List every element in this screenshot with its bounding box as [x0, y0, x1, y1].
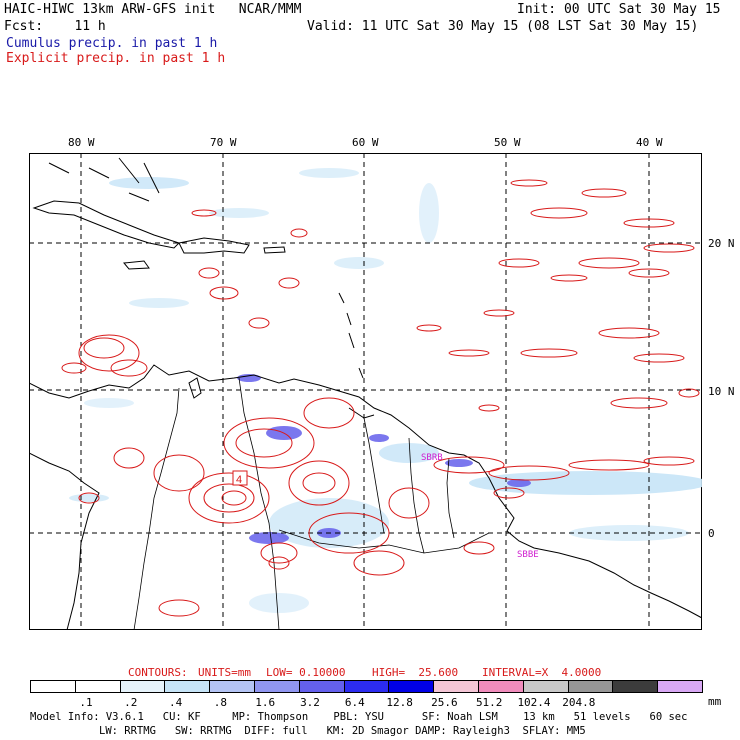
lat-label-10n: 10 N [708, 385, 735, 398]
valid-time: Valid: 11 UTC Sat 30 May 15 (08 LST Sat … [307, 19, 699, 34]
station-box [232, 470, 248, 486]
model-info-line2: LW: RRTMG SW: RRTMG DIFF: full KM: 2D Sm… [99, 725, 586, 737]
colorbar-tick-label: .2 [124, 696, 138, 709]
contour-label: CONTOURS: [128, 666, 188, 679]
colorbar-swatch [433, 680, 479, 693]
colorbar-swatch [254, 680, 300, 693]
init-time: Init: 00 UTC Sat 30 May 15 [517, 2, 721, 17]
colorbar-swatch [343, 680, 390, 693]
colorbar-tick-label: 1.6 [255, 696, 276, 709]
precip-map: 4 SBRB SBBE [29, 153, 702, 630]
colorbar-swatch [567, 680, 614, 693]
lat-label-20n: 20 N [708, 237, 735, 250]
colorbar-swatch [612, 680, 659, 693]
lon-label-50w: 50 W [494, 136, 521, 149]
colorbar-swatch [30, 680, 76, 693]
explicit-precip-contours [61, 179, 700, 617]
station-sbbe: SBBE [517, 550, 539, 560]
colorbar-swatch [388, 680, 435, 693]
colorbar-swatch [657, 680, 703, 693]
station-box-label: 4 [236, 474, 242, 486]
colorbar-tick-label: 3.2 [300, 696, 320, 709]
contour-units: UNITS=mm [198, 666, 251, 679]
cumulus-precip [69, 168, 702, 613]
coastlines [29, 157, 702, 630]
cumulus-legend: Cumulus precip. in past 1 h [6, 36, 218, 51]
lon-label-80w: 80 W [68, 136, 95, 149]
colorbar-swatch [119, 680, 166, 693]
colorbar-swatch [298, 680, 345, 693]
colorbar-tick-label: .4 [168, 696, 183, 709]
colorbar-tick-label: .1 [79, 696, 93, 709]
station-sbrb: SBRB [421, 453, 443, 463]
lat-label-0: 0 [708, 527, 715, 540]
latlon-grid [29, 153, 702, 630]
lon-label-40w: 40 W [636, 136, 663, 149]
colorbar-tick-label: 25.6 [431, 696, 458, 709]
colorbar-swatch [164, 680, 211, 693]
colorbar-unit: mm [708, 695, 722, 708]
model-title: HAIC-HIWC 13km ARW-GFS init NCAR/MMM [4, 2, 302, 17]
colorbar-tick-label: 12.8 [386, 696, 413, 709]
explicit-legend: Explicit precip. in past 1 h [6, 51, 226, 66]
contour-high: HIGH= 25.600 [372, 666, 459, 679]
lon-label-60w: 60 W [352, 136, 379, 149]
colorbar-tick-label: 51.2 [475, 696, 503, 709]
country-borders [133, 377, 490, 630]
contour-interval: INTERVAL=X 4.0000 [482, 666, 602, 679]
colorbar-swatch [74, 680, 121, 693]
colorbar-swatch [209, 680, 255, 693]
model-info-line1: Model Info: V3.6.1 CU: KF MP: Thompson P… [30, 711, 688, 723]
contour-low: LOW= 0.10000 [266, 666, 346, 679]
lon-label-70w: 70 W [210, 136, 237, 149]
colorbar-tick-label: 102.4 [517, 696, 551, 709]
colorbar-tick-label: 204.8 [562, 696, 596, 709]
colorbar-tick-label: 6.4 [344, 696, 365, 709]
colorbar-swatch [522, 680, 569, 693]
colorbar-tick-label: .8 [213, 696, 228, 709]
colorbar-swatch [478, 680, 524, 693]
forecast-hour: Fcst: 11 h [4, 19, 106, 34]
cumulus-precip-heavy [237, 374, 531, 544]
map-frame [29, 153, 702, 630]
